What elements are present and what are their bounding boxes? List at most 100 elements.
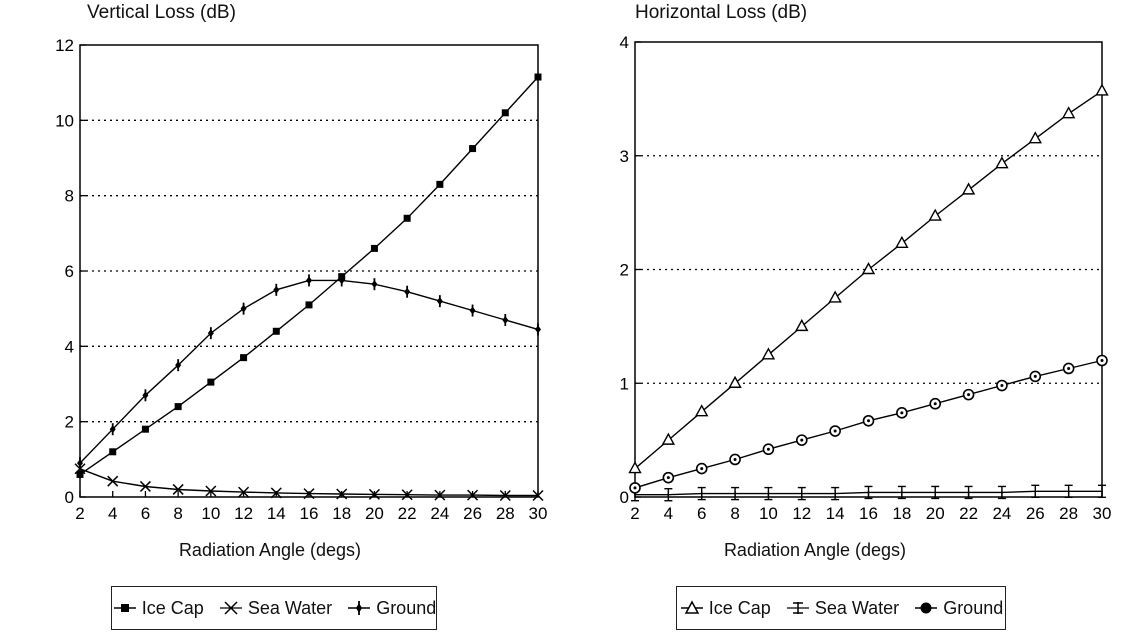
data-point-ice-cap bbox=[1028, 131, 1042, 144]
x-marker-icon bbox=[219, 601, 242, 615]
x-tick-label: 22 bbox=[959, 504, 978, 523]
y-tick-label: 8 bbox=[65, 187, 74, 206]
data-point-ice-cap bbox=[370, 244, 378, 252]
legend-item-sea-water: Sea Water bbox=[785, 598, 899, 619]
x-tick-label: 6 bbox=[697, 504, 706, 523]
data-point-sea-water bbox=[401, 489, 413, 501]
data-point-sea-water bbox=[499, 489, 511, 502]
data-point-sea-water bbox=[238, 486, 250, 498]
legend-item-sea-water: Sea Water bbox=[218, 598, 332, 619]
data-point-ice-cap bbox=[174, 403, 182, 411]
y-tick-label: 2 bbox=[620, 261, 629, 280]
data-point-ice-cap bbox=[534, 73, 542, 81]
legend-label: Ground bbox=[943, 597, 1004, 618]
asterisk-marker-icon bbox=[786, 602, 809, 614]
data-point-ground bbox=[175, 359, 182, 372]
data-point-ice-cap bbox=[761, 347, 776, 360]
data-point-ice-cap bbox=[76, 470, 84, 478]
x-tick-label: 28 bbox=[1059, 504, 1078, 523]
data-point-ground bbox=[996, 379, 1008, 392]
data-point-ice-cap bbox=[141, 425, 149, 433]
data-point-sea-water bbox=[467, 489, 479, 501]
data-point-ice-cap bbox=[1095, 83, 1109, 96]
data-point-ground bbox=[77, 457, 83, 470]
x-tick-label: 18 bbox=[892, 504, 911, 523]
data-point-ground bbox=[404, 285, 411, 298]
legend-label: Ice Cap bbox=[708, 597, 771, 618]
data-point-sea-water bbox=[1064, 484, 1073, 499]
data-point-sea-water bbox=[964, 485, 973, 500]
data-point-sea-water bbox=[434, 489, 446, 501]
data-point-ground bbox=[371, 278, 378, 291]
data-point-ice-cap bbox=[828, 290, 842, 303]
legend-label: Sea Water bbox=[814, 597, 900, 618]
data-point-ice-cap bbox=[240, 354, 248, 362]
chart-vertical-loss: 0 2 4 6 8 10 12 2 4 6 8 10 12 14 16 18 20 22 24 26 28 30 Vert… bbox=[0, 0, 560, 641]
x-tick-label: 12 bbox=[792, 504, 811, 523]
x-tick-label: 20 bbox=[926, 504, 945, 523]
y-tick-label: 0 bbox=[65, 488, 74, 507]
y-tick-label: 2 bbox=[65, 413, 74, 432]
x-tick-label: 16 bbox=[300, 504, 319, 523]
x-tick-label: 2 bbox=[75, 504, 84, 523]
data-point-ice-cap bbox=[501, 109, 509, 117]
x-tick-label: 30 bbox=[1093, 504, 1112, 523]
data-point-sea-water bbox=[997, 485, 1006, 500]
data-point-ice-cap bbox=[207, 378, 215, 386]
x-tick-label: 4 bbox=[664, 504, 673, 523]
chart-title: Horizontal Loss (dB) bbox=[635, 2, 808, 23]
data-point-ground bbox=[729, 453, 741, 466]
y-tick-label: 4 bbox=[65, 337, 74, 356]
x-tick-label: 10 bbox=[201, 504, 220, 523]
x-tick-label: 28 bbox=[496, 504, 515, 523]
x-tick-label: 30 bbox=[529, 504, 548, 523]
data-point-ground bbox=[306, 274, 312, 287]
data-point-ground bbox=[929, 397, 942, 410]
data-point-ice-cap bbox=[305, 301, 313, 309]
chart-horizontal-loss: 0 1 2 3 4 2 4 6 8 10 12 14 16 18 20 22 24 26 28 30 Horizont… bbox=[560, 0, 1120, 641]
data-point-sea-water bbox=[797, 486, 806, 501]
data-point-ice-cap bbox=[695, 404, 709, 417]
data-point-sea-water bbox=[931, 485, 940, 500]
data-point-ground bbox=[502, 313, 509, 326]
x-tick-label: 14 bbox=[826, 504, 845, 523]
data-point-ice-cap bbox=[109, 448, 117, 456]
data-point-ground bbox=[1062, 362, 1075, 375]
data-point-ground bbox=[1029, 370, 1042, 383]
x-tick-label: 22 bbox=[398, 504, 417, 523]
data-point-sea-water bbox=[697, 486, 706, 501]
data-point-ground bbox=[629, 482, 641, 494]
data-point-sea-water bbox=[368, 488, 380, 500]
data-point-ice-cap bbox=[403, 214, 411, 222]
plus-marker-icon bbox=[348, 601, 371, 615]
data-point-ice-cap bbox=[728, 375, 742, 388]
legend-item-ice-cap: Ice Cap bbox=[112, 598, 204, 619]
data-point-ground bbox=[273, 283, 280, 296]
x-tick-label: 18 bbox=[332, 504, 351, 523]
data-point-ice-cap bbox=[469, 145, 477, 153]
data-point-ground bbox=[338, 274, 345, 287]
data-point-ice-cap bbox=[661, 432, 676, 445]
data-point-ice-cap bbox=[961, 182, 976, 195]
y-tick-label: 3 bbox=[620, 147, 629, 166]
data-point-ice-cap bbox=[272, 327, 280, 335]
data-point-ground bbox=[240, 302, 247, 315]
data-point-ground bbox=[142, 389, 149, 402]
x-tick-label: 4 bbox=[108, 504, 117, 523]
data-point-ground bbox=[862, 414, 875, 427]
data-point-ground bbox=[896, 407, 908, 419]
x-tick-label: 2 bbox=[630, 504, 639, 523]
data-point-ground bbox=[695, 462, 708, 475]
y-tick-label: 12 bbox=[55, 36, 74, 55]
data-point-ice-cap bbox=[436, 180, 444, 188]
data-point-ground bbox=[762, 443, 775, 456]
data-point-ice-cap bbox=[928, 208, 942, 221]
data-point-sea-water bbox=[864, 485, 873, 500]
legend: Ice Cap Sea Water Ground bbox=[111, 586, 437, 630]
x-tick-label: 20 bbox=[365, 504, 384, 523]
data-point-sea-water bbox=[139, 480, 151, 492]
data-point-ground bbox=[436, 295, 443, 308]
data-point-ground bbox=[469, 304, 476, 317]
x-tick-label: 8 bbox=[730, 504, 739, 523]
